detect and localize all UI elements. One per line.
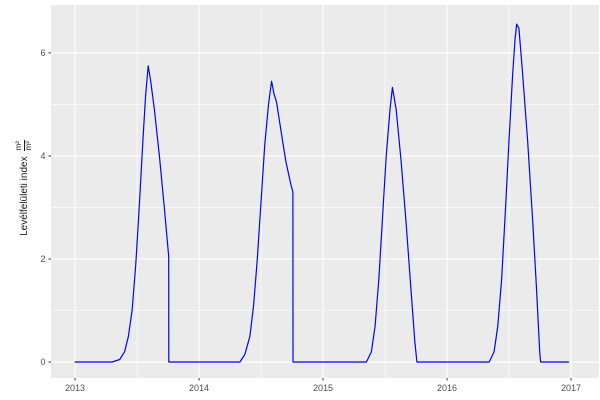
y-tick-label: 0 [40,357,45,367]
y-tick-label: 2 [40,254,45,264]
x-tick-label: 2014 [189,383,209,393]
x-tick-label: 2017 [561,383,581,393]
plot-panel [51,5,599,378]
x-tick-label: 2015 [313,383,333,393]
lai-series-line [74,23,570,363]
y-tick-label: 6 [40,48,45,58]
x-tick-label: 2016 [437,383,457,393]
y-tick-label: 4 [40,151,45,161]
x-tick-label: 2013 [65,383,85,393]
